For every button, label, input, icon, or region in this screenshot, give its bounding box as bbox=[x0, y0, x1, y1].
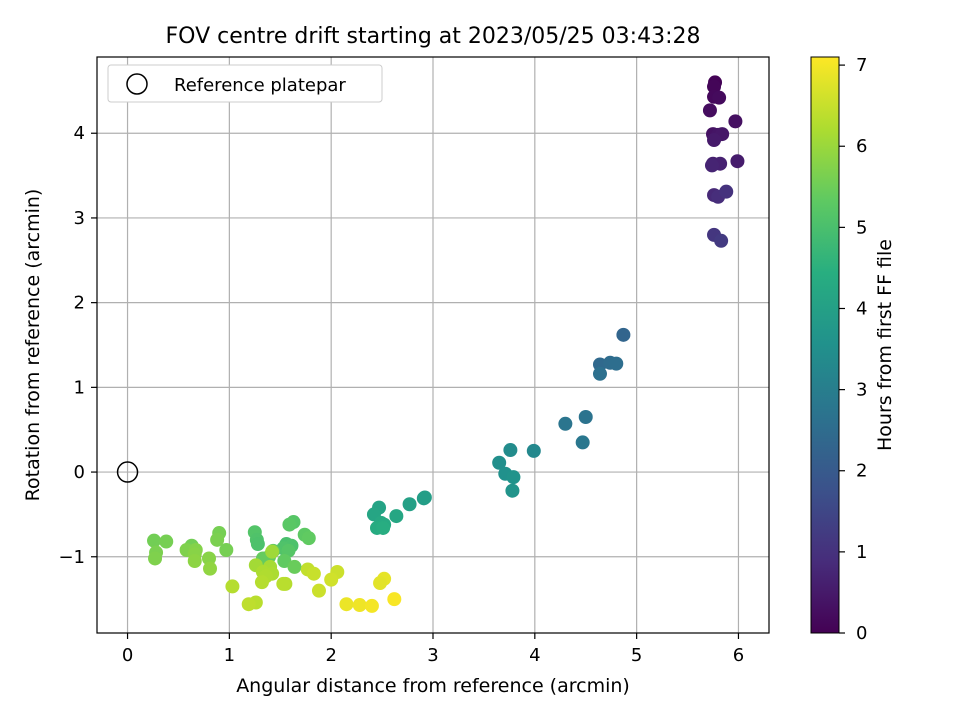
data-point bbox=[417, 490, 432, 505]
data-point bbox=[311, 583, 326, 598]
grid-lines bbox=[97, 57, 769, 633]
data-point bbox=[616, 327, 631, 342]
colorbar-tick-label: 4 bbox=[856, 298, 867, 319]
y-tick-label: 4 bbox=[74, 123, 85, 144]
data-point bbox=[609, 356, 624, 371]
legend-box bbox=[107, 64, 383, 103]
colorbar-tick-label: 5 bbox=[856, 217, 867, 238]
colorbar-tick-label: 7 bbox=[856, 55, 867, 76]
reference-marker-group bbox=[116, 461, 139, 483]
colorbar-tick-label: 3 bbox=[856, 380, 867, 401]
data-point bbox=[364, 598, 379, 613]
y-axis-label: Rotation from reference (arcmin) bbox=[22, 189, 44, 502]
x-tick-label: 2 bbox=[325, 645, 336, 666]
x-tick-label: 0 bbox=[122, 645, 133, 666]
data-point bbox=[352, 598, 367, 613]
data-point bbox=[575, 435, 590, 450]
data-point bbox=[506, 470, 521, 485]
reference-platepar-marker bbox=[116, 461, 139, 483]
data-point bbox=[389, 509, 404, 524]
colorbar bbox=[810, 56, 840, 634]
data-point bbox=[707, 133, 722, 148]
data-point bbox=[592, 366, 607, 381]
colorbar-tick-label: 6 bbox=[856, 136, 867, 157]
legend: Reference platepar bbox=[107, 64, 383, 103]
data-point bbox=[159, 534, 174, 549]
data-point bbox=[301, 531, 316, 546]
colorbar-tick-label: 0 bbox=[856, 623, 867, 644]
data-point bbox=[187, 554, 202, 568]
y-tick-label: 1 bbox=[74, 377, 85, 398]
y-axis-ticks: −1 0 1 2 3 4 bbox=[58, 123, 97, 568]
data-point bbox=[402, 497, 417, 512]
data-point bbox=[578, 410, 593, 424]
data-point bbox=[241, 597, 256, 612]
x-tick-label: 3 bbox=[427, 645, 438, 666]
data-point bbox=[492, 455, 507, 470]
data-point bbox=[505, 483, 520, 498]
data-point bbox=[719, 184, 734, 199]
y-tick-label: −1 bbox=[58, 547, 85, 568]
data-point bbox=[287, 559, 302, 574]
data-point bbox=[503, 443, 518, 458]
colorbar-ticks: 0 1 2 3 4 5 6 7 bbox=[839, 55, 867, 644]
data-point bbox=[203, 561, 218, 576]
data-point bbox=[728, 114, 743, 129]
data-point bbox=[704, 158, 719, 173]
data-point bbox=[254, 575, 269, 590]
data-point bbox=[702, 103, 717, 118]
data-point bbox=[373, 576, 388, 591]
colorbar-tick-label: 2 bbox=[856, 461, 867, 482]
data-point bbox=[276, 576, 291, 591]
legend-entry-reference: Reference platepar bbox=[174, 75, 346, 96]
y-tick-label: 2 bbox=[74, 293, 85, 314]
data-point bbox=[339, 597, 354, 612]
data-point bbox=[148, 551, 163, 566]
data-point bbox=[714, 233, 729, 248]
y-tick-label: 3 bbox=[74, 208, 85, 229]
data-point bbox=[277, 554, 292, 568]
y-tick-label: 0 bbox=[74, 462, 85, 483]
x-tick-label: 5 bbox=[631, 645, 642, 666]
data-point bbox=[376, 520, 391, 535]
data-point bbox=[202, 551, 216, 566]
data-point bbox=[324, 572, 339, 587]
data-point bbox=[210, 532, 225, 547]
data-point bbox=[707, 79, 722, 94]
data-point bbox=[306, 566, 321, 581]
legend-reference-marker bbox=[126, 73, 148, 95]
x-tick-label: 1 bbox=[224, 645, 235, 666]
colorbar-label: Hours from first FF file bbox=[874, 239, 896, 451]
data-points bbox=[147, 75, 745, 613]
data-point bbox=[225, 579, 240, 594]
data-point bbox=[730, 154, 745, 169]
data-point bbox=[558, 416, 573, 431]
x-tick-label: 4 bbox=[529, 645, 540, 666]
data-point bbox=[526, 443, 541, 458]
data-point bbox=[147, 533, 162, 548]
x-axis-ticks: 0 1 2 3 4 5 6 bbox=[122, 633, 744, 666]
data-point bbox=[282, 517, 297, 532]
colorbar-tick-label: 1 bbox=[856, 542, 867, 563]
data-point bbox=[219, 542, 234, 557]
chart-title: FOV centre drift starting at 2023/05/25 … bbox=[166, 24, 701, 49]
x-tick-label: 6 bbox=[733, 645, 744, 666]
data-point bbox=[250, 537, 265, 552]
data-point bbox=[265, 544, 280, 559]
data-point bbox=[712, 90, 727, 105]
x-axis-label: Angular distance from reference (arcmin) bbox=[236, 675, 630, 697]
data-point bbox=[387, 592, 402, 607]
